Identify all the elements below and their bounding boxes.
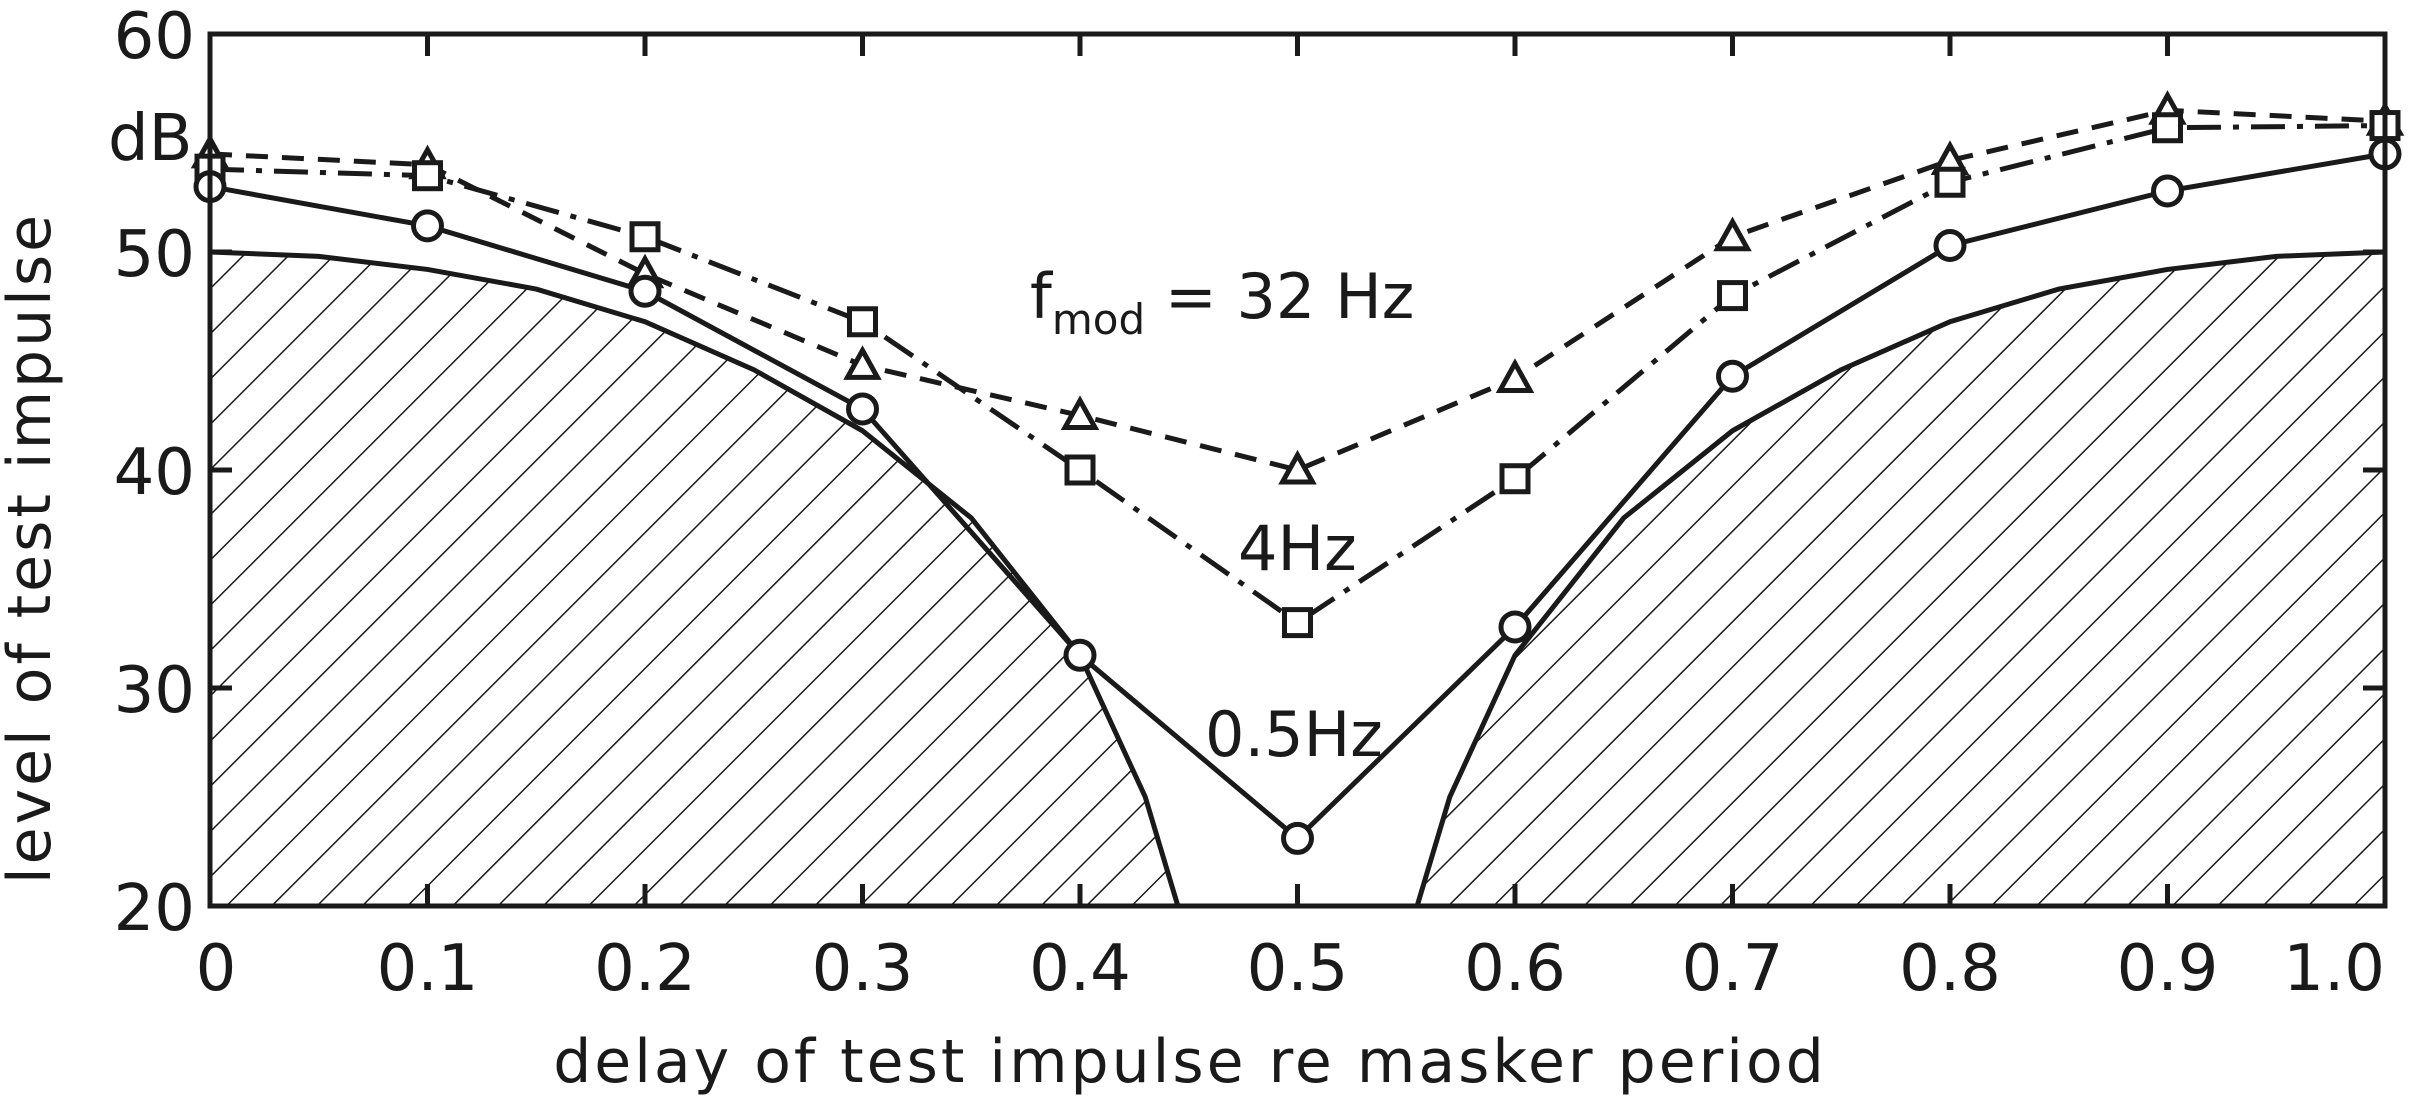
point-4hz <box>847 306 878 338</box>
point-32-hz <box>1278 449 1317 485</box>
x-axis-label: delay of test impulse re masker period <box>553 1027 1827 1097</box>
series-label-suffix: = 32 Hz <box>1145 260 1414 333</box>
point-4hz <box>1282 607 1313 639</box>
y-tick-label: 60 <box>114 0 195 74</box>
series-label-0-5hz: 0.5Hz <box>1205 698 1383 771</box>
x-tick-label: 0.2 <box>594 932 696 1006</box>
x-tick-label: 0 <box>196 932 237 1006</box>
point-0-5hz <box>1498 610 1532 644</box>
y-unit-label: dB <box>108 102 193 176</box>
point-4hz <box>1934 166 1966 198</box>
point-0-5hz <box>846 392 879 426</box>
x-tick-label: 0.4 <box>1029 932 1131 1006</box>
series-label-subscript: mod <box>1052 295 1145 344</box>
y-tick-label: 30 <box>114 654 195 728</box>
point-0-5hz <box>1063 638 1097 672</box>
y-tick-label: 40 <box>114 436 195 510</box>
point-4hz <box>1717 280 1748 312</box>
series-line-4hz <box>209 123 2386 626</box>
point-0-5hz <box>2151 174 2184 208</box>
x-tick-label: 1.0 <box>2283 932 2385 1006</box>
y-tick-label: 50 <box>114 218 195 292</box>
series-markers <box>190 90 2405 855</box>
x-tick-label: 0.5 <box>1247 932 1349 1006</box>
point-4hz <box>629 221 661 253</box>
x-tick-label: 0.6 <box>1464 932 1566 1006</box>
x-tick-label: 0.1 <box>377 932 479 1006</box>
hatched-region-left <box>207 249 1182 909</box>
x-tick-label: 0.8 <box>1899 932 2001 1006</box>
series-line-32-hz <box>209 107 2386 473</box>
series-label-32hz: fmod = 32 Hz <box>1030 260 1414 344</box>
series-label-prefix: f <box>1030 260 1054 333</box>
tick-labels: 0 0.1 0.2 0.3 0.4 0.5 0.6 0.7 0.8 0.9 1.0 20 30 40 50 6… <box>114 0 2385 1006</box>
x-tick-label: 0.7 <box>1682 932 1784 1006</box>
hatched-region-right <box>1413 249 2388 909</box>
axis-ticks <box>207 31 2388 909</box>
point-32-hz <box>1713 216 1752 252</box>
point-32-hz <box>1495 358 1535 393</box>
point-32-hz <box>1060 395 1100 430</box>
point-4hz <box>1064 454 1096 486</box>
y-tick-label: 20 <box>114 872 195 946</box>
point-4hz <box>2152 112 2183 144</box>
point-0-5hz <box>1281 821 1314 855</box>
series-label-4hz: 4Hz <box>1238 512 1357 585</box>
point-32-hz <box>843 345 882 380</box>
x-tick-label: 0.3 <box>812 932 914 1006</box>
point-0-5hz <box>628 274 662 308</box>
point-0-5hz <box>1933 228 1967 262</box>
y-axis-label: level of test impulse <box>0 212 65 884</box>
point-0-5hz <box>411 209 444 243</box>
x-tick-label: 0.9 <box>2117 932 2219 1006</box>
point-4hz <box>412 160 443 192</box>
point-4hz <box>1499 463 1531 495</box>
point-0-5hz <box>1716 359 1749 393</box>
